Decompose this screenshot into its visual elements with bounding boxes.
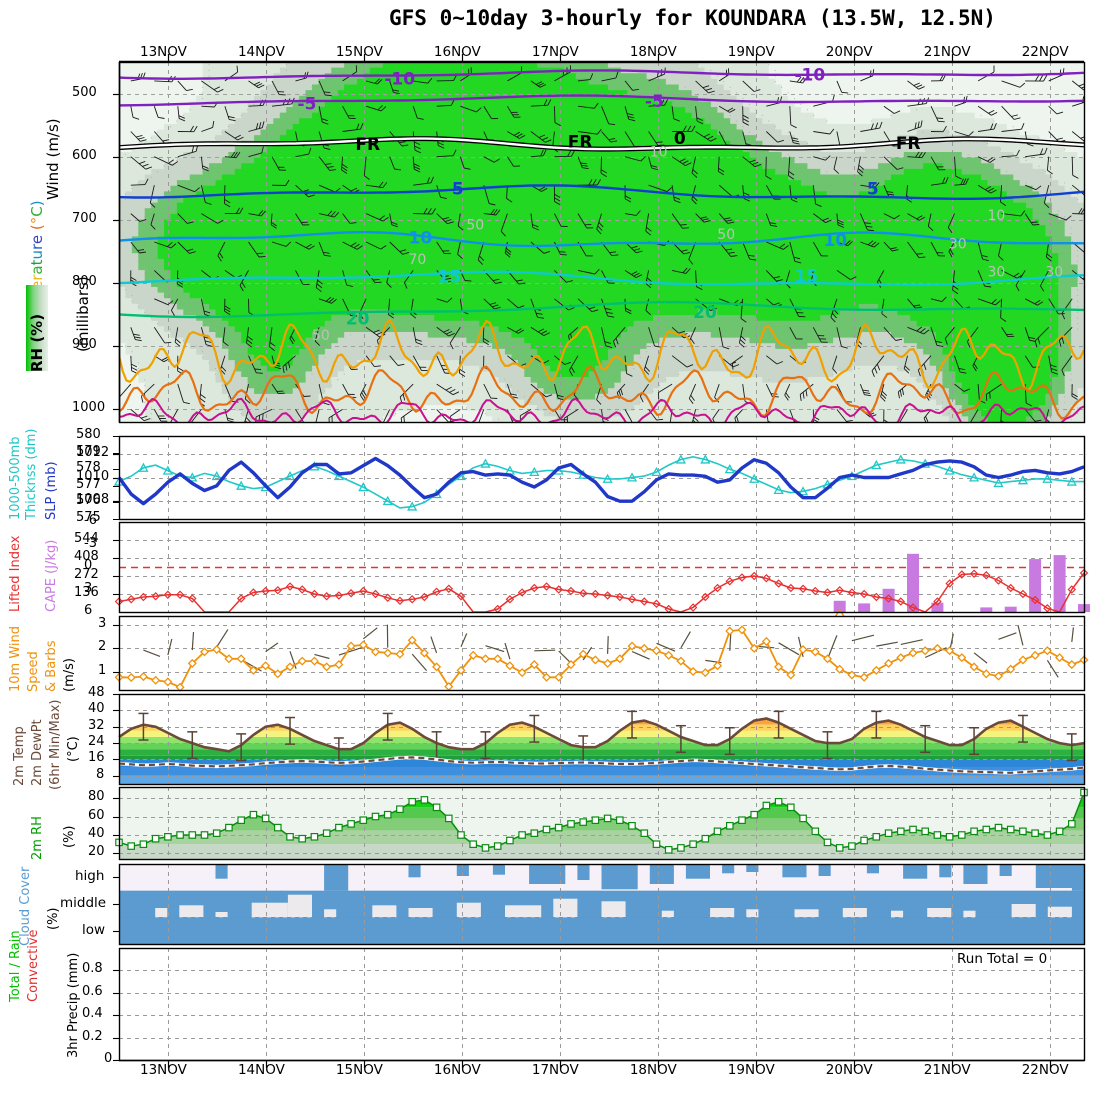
lifted-index-markers — [114, 568, 1089, 614]
low-level-contours — [119, 319, 1084, 422]
contour-label: -5 — [645, 92, 664, 112]
lifted-index-cape-panel — [113, 521, 1090, 623]
rh-contour-label: 70 — [409, 252, 427, 268]
contour-label: -10 — [384, 69, 415, 89]
slp-thickness-panel — [113, 435, 1086, 521]
temp-2m-panel — [113, 693, 1086, 786]
contour-label: 10 — [823, 231, 847, 251]
cloud-bars — [155, 864, 1084, 918]
contour-label: 15 — [437, 268, 461, 288]
contour-label: 10 — [409, 229, 433, 249]
contour-label: 5 — [452, 179, 464, 199]
wind-10m-panel — [113, 615, 1089, 692]
rh-contour-label: 50 — [312, 328, 330, 344]
contour-label: 5 — [867, 179, 879, 199]
contour-label: 20 — [693, 303, 717, 323]
rh-contour-label: 50 — [717, 227, 735, 243]
rh-markers — [115, 788, 1088, 854]
rh-contour-label: 10 — [988, 208, 1006, 224]
precip-panel — [113, 947, 1086, 1062]
contour-label: 20 — [346, 309, 370, 329]
rh-contour-label: 30 — [988, 265, 1006, 281]
rh-contour-label: 30 — [1045, 265, 1063, 281]
rh-contour-label: 30 — [949, 236, 967, 252]
rh-2m-panel — [113, 786, 1088, 861]
freezing-level-label: FR — [355, 135, 380, 155]
wind-barbs-10m — [143, 624, 1074, 678]
upper-y-ticks — [113, 93, 119, 411]
contour-label: -5 — [298, 95, 317, 115]
freezing-level-label: FR — [568, 133, 593, 153]
contour-label: 15 — [795, 266, 819, 286]
page-title: GFS 0~10day 3-hourly for KOUNDARA (13.5W… — [389, 6, 996, 30]
rh-contour-label: 10 — [650, 145, 668, 161]
cloud-cover-panel — [113, 863, 1086, 946]
contour-label: -10 — [795, 66, 826, 86]
rh-contour-label: 50 — [466, 217, 484, 233]
contour-label: 0 — [674, 129, 686, 149]
freezing-level-label: FR — [896, 134, 921, 154]
top-axis-ticks — [119, 54, 1084, 1068]
